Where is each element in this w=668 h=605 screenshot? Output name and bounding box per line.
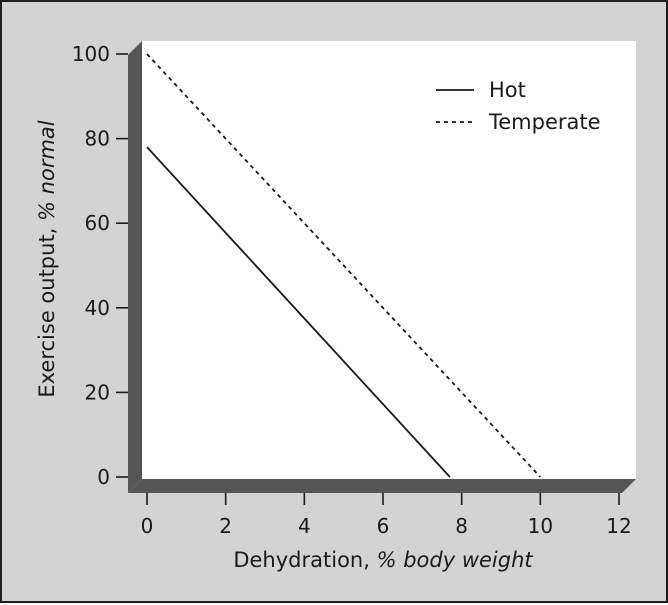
x-axis-title-italic: % body weight — [377, 548, 534, 572]
x-axis-ticks: 0 2 4 6 8 10 12 — [141, 493, 632, 538]
legend-label-hot: Hot — [489, 78, 526, 102]
y-axis-title: Exercise output, % normal — [35, 120, 59, 397]
series-line-hot — [146, 146, 451, 478]
series-layer — [146, 53, 541, 478]
legend: Hot Temperate — [436, 78, 601, 134]
x-tick-label: 10 — [528, 514, 553, 538]
y-axis-title-italic: % normal — [35, 120, 59, 221]
legend-label-temperate: Temperate — [488, 110, 601, 134]
y-axis-bar — [128, 41, 142, 493]
series-line-temperate — [146, 53, 541, 478]
x-tick-label: 8 — [455, 514, 468, 538]
y-tick-label: 20 — [85, 380, 110, 404]
y-tick-label: 0 — [97, 465, 110, 489]
plot-area — [142, 41, 636, 479]
y-tick-label: 60 — [85, 211, 110, 235]
x-axis-title-main: Dehydration, — [233, 548, 376, 572]
y-axis-ticks: 0 20 40 60 80 100 — [72, 42, 128, 489]
x-axis-title: Dehydration, % body weight — [233, 548, 533, 572]
y-tick-label: 100 — [72, 42, 110, 66]
x-tick-label: 6 — [377, 514, 390, 538]
y-axis-title-main: Exercise output, — [35, 221, 59, 398]
x-tick-label: 4 — [298, 514, 311, 538]
y-tick-label: 40 — [85, 296, 110, 320]
x-axis-bar — [128, 479, 636, 493]
y-tick-label: 80 — [85, 127, 110, 151]
x-tick-label: 2 — [219, 514, 232, 538]
x-tick-label: 0 — [141, 514, 154, 538]
x-tick-label: 12 — [606, 514, 631, 538]
